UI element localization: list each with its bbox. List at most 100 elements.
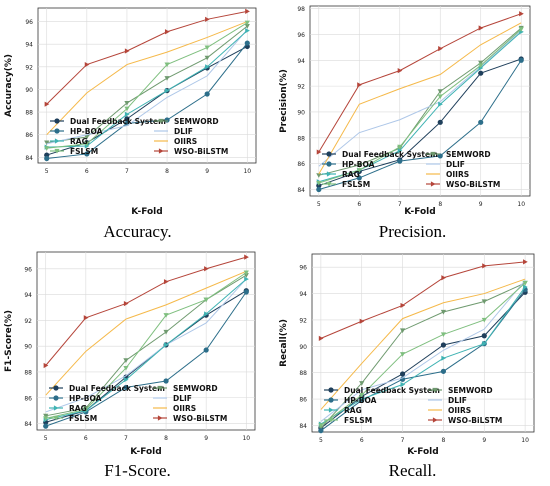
legend-marker xyxy=(53,415,59,421)
data-point-fslsm xyxy=(203,297,209,303)
series-line-dual-feedback-system xyxy=(320,291,526,429)
legend-label: DLIF xyxy=(174,127,193,136)
x-axis-label: K-Fold xyxy=(404,207,435,217)
x-tick-label: 10 xyxy=(242,435,250,442)
legend-item-hp-boa: HP-BOA xyxy=(50,127,103,136)
data-point-rag xyxy=(163,342,169,348)
data-point-hp-boa xyxy=(163,378,169,384)
x-tick-label: 10 xyxy=(521,437,529,444)
y-tick-label: 90 xyxy=(297,109,305,116)
legend-item-oiirs: OIIRS xyxy=(428,406,471,415)
data-point-wso-bilstm xyxy=(318,335,324,341)
precision-caption: Precision. xyxy=(378,222,447,241)
data-point-hp-boa xyxy=(44,155,50,162)
data-point-hp-boa xyxy=(84,151,90,157)
x-tick-label: 9 xyxy=(482,437,486,444)
data-point-semword xyxy=(440,309,447,315)
x-tick-label: 5 xyxy=(319,437,323,444)
data-point-hp-boa xyxy=(440,368,447,374)
data-point-fslsm xyxy=(359,393,365,398)
x-axis-label: K-Fold xyxy=(131,207,162,217)
data-point-dual-feedback-system xyxy=(478,70,484,76)
series-line-dlif xyxy=(320,280,526,422)
recall-caption: Recall. xyxy=(388,461,437,480)
legend-item-fslsm: FSLSM xyxy=(50,147,98,156)
data-point-fslsm xyxy=(204,45,210,51)
series-oiirs xyxy=(318,22,522,175)
data-point-semword xyxy=(243,273,249,278)
data-point-semword xyxy=(481,299,487,305)
data-point-wso-bilstm xyxy=(519,11,524,17)
accuracy-chart: 84 86 88 90 92 94 96 5 6 7 8 9 10 K-Fold Accuracy(%) Du… xyxy=(4,7,257,217)
y-tick-label: 86 xyxy=(25,132,33,139)
legend-item-wso-bilstm: WSO-BiLSTM xyxy=(428,416,502,425)
series-dlif xyxy=(318,30,522,167)
data-point-semword xyxy=(204,55,210,61)
x-axis-label: K-Fold xyxy=(407,447,438,457)
data-point-hp-boa xyxy=(244,40,250,46)
f1-score-caption: F1-Score. xyxy=(104,461,171,480)
legend-item-hp-boa: HP-BOA xyxy=(49,394,102,403)
x-tick-label: 8 xyxy=(438,201,442,208)
legend-item-dlif: DLIF xyxy=(154,127,193,136)
x-tick-label: 8 xyxy=(164,435,168,442)
legend-item-rag: RAG xyxy=(49,404,87,413)
series-fslsm xyxy=(316,27,524,186)
data-point-semword xyxy=(44,140,50,146)
legend-marker xyxy=(54,118,60,124)
recall-chart: 84 86 88 90 92 94 96 5 6 7 8 9 10 K-Fold Recall(%) Dual… xyxy=(279,253,535,457)
legend-item-dual-feedback-system: Dual Feedback System xyxy=(322,150,438,159)
series-line-oiirs xyxy=(318,22,522,175)
data-point-fslsm xyxy=(123,366,129,371)
y-tick-label: 84 xyxy=(299,423,307,430)
series-semword xyxy=(316,25,524,178)
legend-marker xyxy=(430,181,436,187)
legend-marker xyxy=(430,151,436,157)
data-point-wso-bilstm xyxy=(245,8,250,14)
data-point-rag xyxy=(400,381,406,388)
data-point-fslsm xyxy=(518,27,524,32)
y-tick-label: 94 xyxy=(299,291,307,298)
legend-item-wso-bilstm: WSO-BiLSTM xyxy=(153,414,227,423)
data-point-fslsm xyxy=(316,180,322,186)
data-point-wso-bilstm xyxy=(204,266,209,272)
series-oiirs xyxy=(46,21,248,136)
data-point-hp-boa xyxy=(243,289,249,295)
data-point-hp-boa xyxy=(316,186,322,193)
legend-item-wso-bilstm: WSO-BiLSTM xyxy=(154,147,228,156)
series-line-fslsm xyxy=(318,28,522,184)
legend-marker xyxy=(328,417,334,423)
data-point-wso-bilstm xyxy=(441,275,447,281)
series-line-wso-bilstm xyxy=(320,261,526,339)
series-line-rag xyxy=(320,286,526,425)
y-tick-label: 86 xyxy=(299,397,307,404)
legend-marker xyxy=(54,128,60,134)
data-point-rag xyxy=(359,396,365,402)
legend-label: Dual Feedback System xyxy=(344,386,440,395)
y-tick-label: 96 xyxy=(25,19,33,26)
data-point-wso-bilstm xyxy=(163,279,169,285)
x-tick-label: 6 xyxy=(85,168,89,175)
y-tick-label: 92 xyxy=(25,64,33,71)
series-line-hp-boa xyxy=(318,60,522,191)
legend-marker xyxy=(158,118,164,124)
legend-label: Dual Feedback System xyxy=(70,117,166,126)
data-point-wso-bilstm xyxy=(482,263,487,269)
data-point-rag xyxy=(124,111,130,117)
x-tick-label: 8 xyxy=(165,168,169,175)
y-tick-label: 96 xyxy=(24,266,32,273)
y-axis-label: F1-Score(%) xyxy=(4,310,14,372)
series-wso-bilstm xyxy=(318,259,528,341)
legend-item-semword: SEMWORD xyxy=(428,386,493,395)
y-axis-label: Precision(%) xyxy=(279,69,289,133)
data-point-hp-boa xyxy=(318,428,324,434)
legend-marker xyxy=(158,148,164,154)
data-point-semword xyxy=(437,89,443,94)
legend-label: SEMWORD xyxy=(173,384,218,393)
data-point-semword xyxy=(84,134,90,140)
legend-marker xyxy=(157,415,163,421)
legend-item-dlif: DLIF xyxy=(153,394,192,403)
data-point-hp-boa xyxy=(204,91,210,97)
legend-label: SEMWORD xyxy=(448,386,493,395)
y-axis-label: Recall(%) xyxy=(279,319,289,367)
